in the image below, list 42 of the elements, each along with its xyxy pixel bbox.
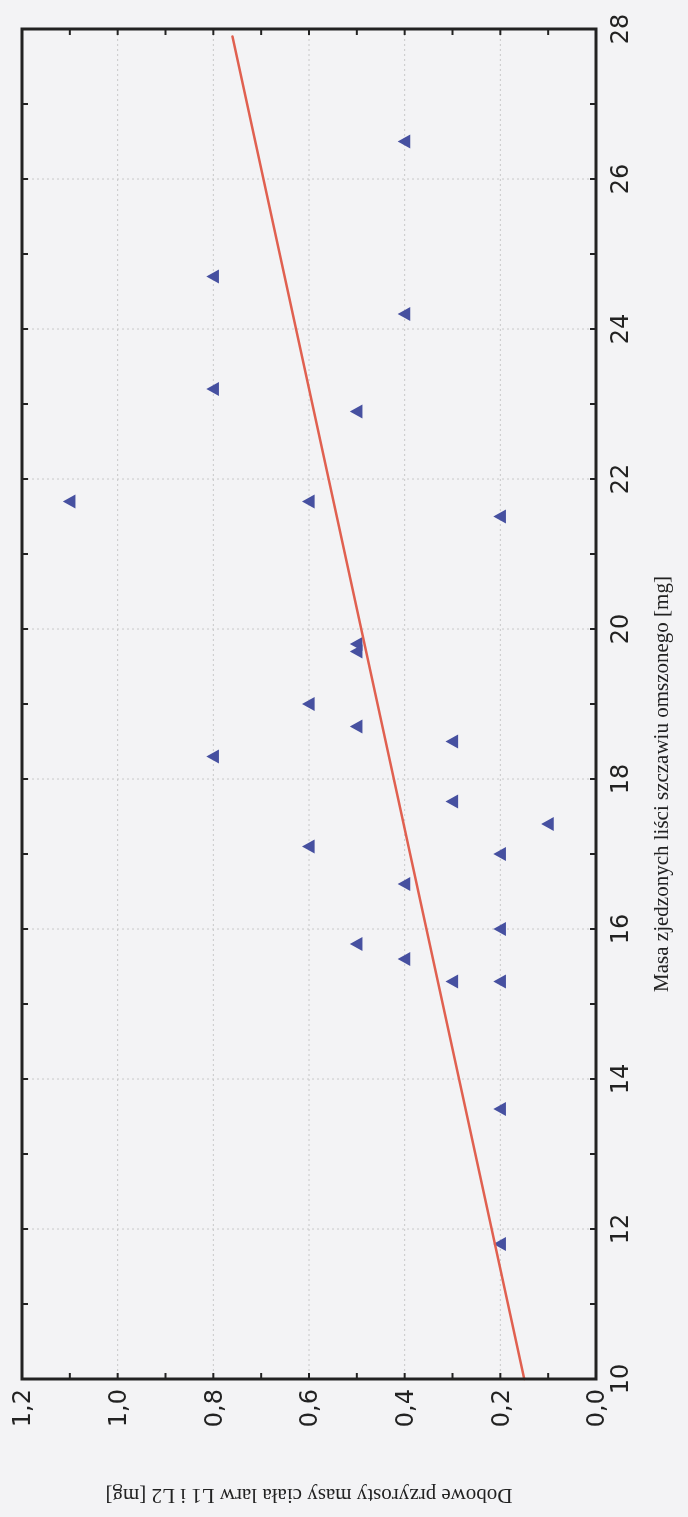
y-tick-label: 22 (606, 463, 634, 495)
x-tick-label: 0,2 (486, 1389, 515, 1428)
point (493, 974, 506, 989)
point (349, 937, 363, 951)
point (206, 382, 219, 396)
y-tick-label: 18 (606, 763, 634, 795)
point (397, 952, 411, 966)
y-tick-label: 12 (606, 1213, 634, 1245)
y-tick-label: 16 (606, 913, 634, 945)
point (397, 307, 411, 321)
y-tick-label: 28 (606, 13, 634, 45)
x-tick-label: 0,8 (199, 1389, 228, 1428)
point (206, 269, 219, 284)
point (397, 134, 411, 149)
point (349, 719, 363, 734)
point (445, 974, 459, 989)
point (302, 494, 315, 509)
point (62, 494, 76, 509)
point (302, 697, 315, 711)
point (493, 1102, 506, 1116)
point (349, 644, 363, 659)
point (445, 734, 459, 749)
x-tick-label: 1,0 (104, 1389, 133, 1428)
y-tick-label: 24 (606, 313, 634, 345)
point (493, 1237, 506, 1251)
point (493, 847, 506, 861)
y-tick-label: 26 (606, 163, 634, 195)
point (541, 817, 554, 831)
point (206, 749, 219, 764)
y-axis-title: Masa zjedzonych liści szczawiu omszonego [mg] (649, 576, 673, 992)
x-tick-label: 0,4 (391, 1389, 420, 1428)
point (349, 404, 363, 419)
point (445, 794, 459, 809)
x-axis-title: Dobowe przyrosty masy ciała larw L1 i L2 [mg] (105, 1484, 513, 1508)
point (397, 877, 411, 891)
y-tick-label: 14 (606, 1063, 634, 1095)
point (493, 509, 506, 524)
point (493, 922, 506, 936)
x-tick-label: 0,6 (295, 1389, 324, 1428)
x-tick-label: 1,2 (8, 1389, 37, 1428)
y-tick-label: 20 (606, 613, 634, 645)
point (302, 839, 315, 854)
